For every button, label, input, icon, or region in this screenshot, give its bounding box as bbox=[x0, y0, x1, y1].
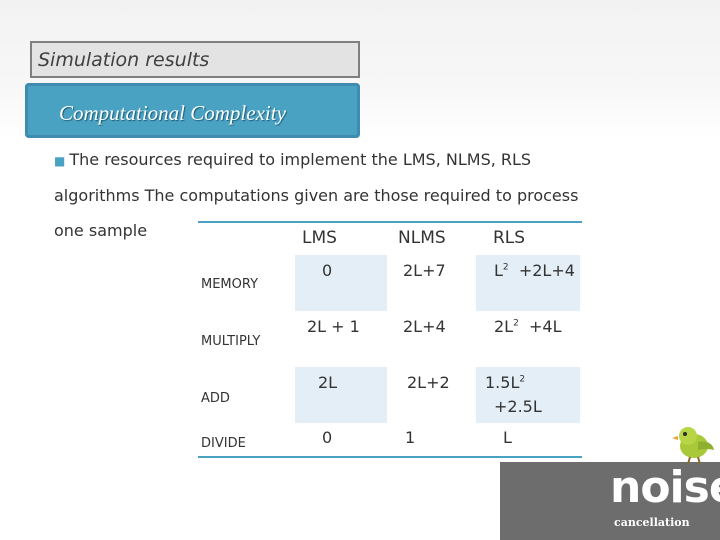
row-label-memory: MEMORY bbox=[201, 277, 259, 292]
table-top-rule bbox=[198, 221, 582, 223]
multiply-lms: 2L + 1 bbox=[307, 317, 360, 336]
shade-lms-add bbox=[295, 367, 387, 423]
header-nlms: NLMS bbox=[398, 228, 446, 248]
add-nlms: 2L+2 bbox=[407, 373, 450, 392]
divide-nlms: 1 bbox=[405, 428, 416, 447]
logo-subtitle: cancellation bbox=[614, 516, 690, 529]
row-label-multiply: MULTIPLY bbox=[201, 334, 261, 349]
bird-icon bbox=[672, 427, 714, 465]
logo-background bbox=[500, 462, 720, 540]
divide-lms: 0 bbox=[322, 428, 333, 447]
add-rls-line2: +2.5L bbox=[494, 397, 542, 416]
subtitle-banner: Computational Complexity bbox=[25, 83, 360, 138]
header-rls: RLS bbox=[493, 228, 526, 248]
subtitle-text: Computational Complexity bbox=[59, 101, 286, 125]
shade-rls-add bbox=[476, 367, 580, 423]
header-lms: LMS bbox=[302, 228, 337, 248]
body-line-2: algorithms The computations given are th… bbox=[54, 186, 579, 205]
body-line-1: ■ The resources required to implement the… bbox=[54, 150, 532, 169]
multiply-rls: 2L2 +4L bbox=[494, 317, 562, 336]
table-bottom-rule bbox=[198, 456, 582, 458]
memory-rls: L2 +2L+4 bbox=[494, 261, 575, 280]
multiply-nlms: 2L+4 bbox=[403, 317, 446, 336]
shade-rls-memory bbox=[476, 255, 580, 311]
section-title: Simulation results bbox=[38, 49, 210, 71]
row-label-add: ADD bbox=[201, 391, 230, 406]
memory-nlms: 2L+7 bbox=[403, 261, 446, 280]
divide-rls: L bbox=[503, 428, 512, 447]
row-label-divide: DIVIDE bbox=[201, 436, 246, 451]
add-lms: 2L bbox=[318, 373, 338, 392]
shade-lms-memory bbox=[295, 255, 387, 311]
bullet-icon: ■ bbox=[54, 154, 66, 168]
body-line-3: one sample bbox=[54, 221, 148, 240]
section-title-box: Simulation results bbox=[30, 41, 360, 78]
logo-word: noise bbox=[610, 462, 720, 513]
memory-lms: 0 bbox=[322, 261, 333, 280]
add-rls-line1: 1.5L2 bbox=[485, 373, 526, 392]
